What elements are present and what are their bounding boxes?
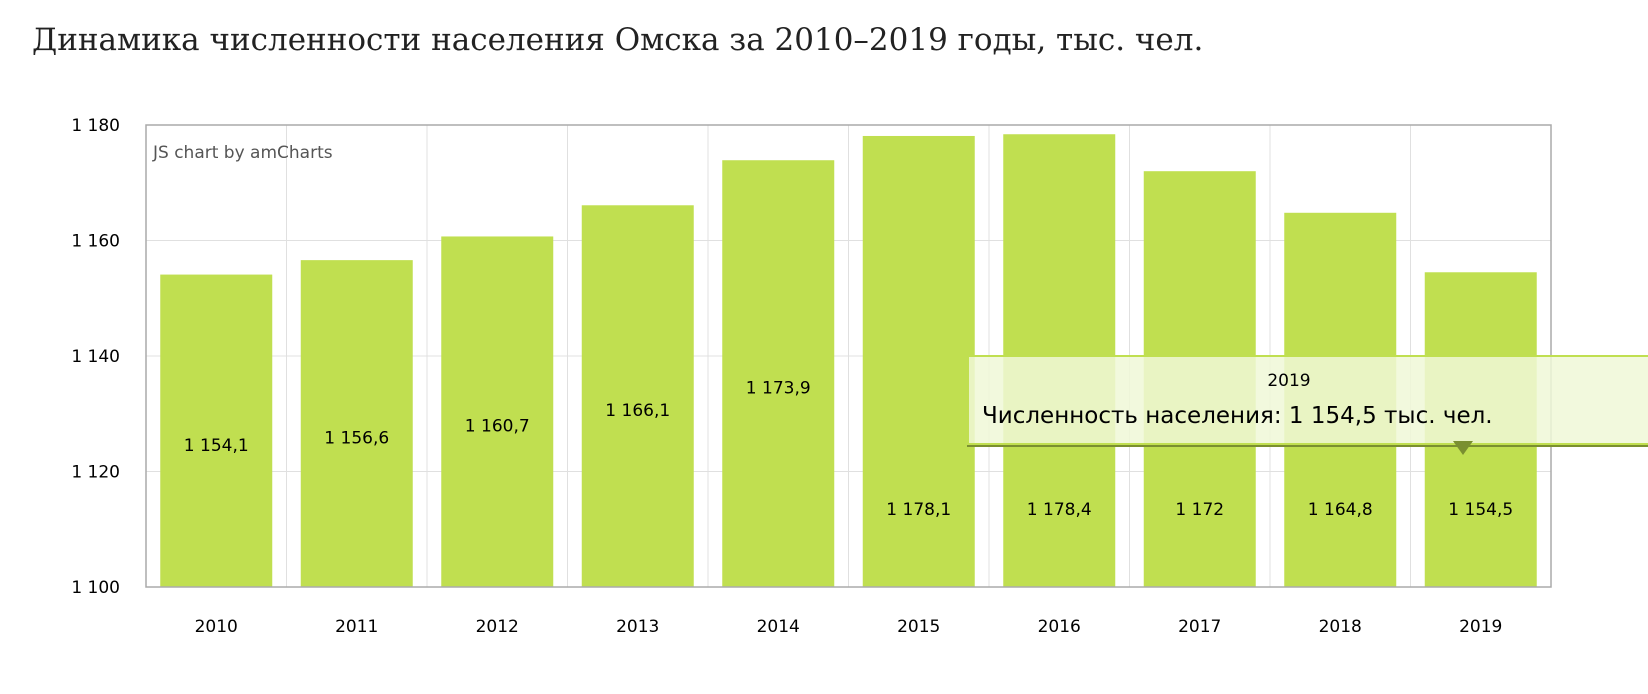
x-tick-label: 2018 [1319,617,1362,637]
bar [722,160,835,588]
data-label: 1 156,6 [324,429,389,449]
data-label: 1 154,5 [1448,500,1513,520]
tooltip-title: 2019 [1267,371,1311,391]
x-tick-label: 2010 [195,617,238,637]
bar [581,205,694,587]
x-tick-label: 2013 [616,617,659,637]
bar [441,236,554,587]
x-tick-label: 2014 [757,617,800,637]
data-label: 1 154,1 [184,436,249,456]
tooltip: 2019 Численность населения: 1 154,5 тыс.… [967,355,1648,445]
x-tick-label: 2012 [476,617,519,637]
bar [300,260,413,587]
chart-title: Динамика численности населения Омска за … [32,22,1204,58]
data-label: 1 172 [1175,500,1224,520]
x-tick-label: 2016 [1038,617,1081,637]
x-tick-label: 2011 [335,617,378,637]
bar [862,135,975,587]
y-tick-label: 1 100 [71,578,120,598]
y-tick-label: 1 140 [71,347,120,367]
y-tick-label: 1 160 [71,232,120,252]
data-label: 1 164,8 [1308,500,1373,520]
y-tick-label: 1 120 [71,463,120,483]
data-label: 1 160,7 [465,417,530,437]
x-tick-label: 2019 [1459,617,1502,637]
bar [160,274,273,587]
data-label: 1 178,4 [1027,500,1092,520]
data-label: 1 173,9 [746,379,811,399]
tooltip-pointer [1453,441,1473,455]
x-tick-label: 2015 [897,617,940,637]
data-label: 1 178,1 [886,500,951,520]
credit-text: JS chart by amCharts [152,143,333,163]
y-tick-label: 1 180 [71,116,120,136]
x-tick-label: 2017 [1178,617,1221,637]
data-label: 1 166,1 [605,401,670,421]
tooltip-body: Численность населения: 1 154,5 тыс. чел. [982,403,1493,429]
